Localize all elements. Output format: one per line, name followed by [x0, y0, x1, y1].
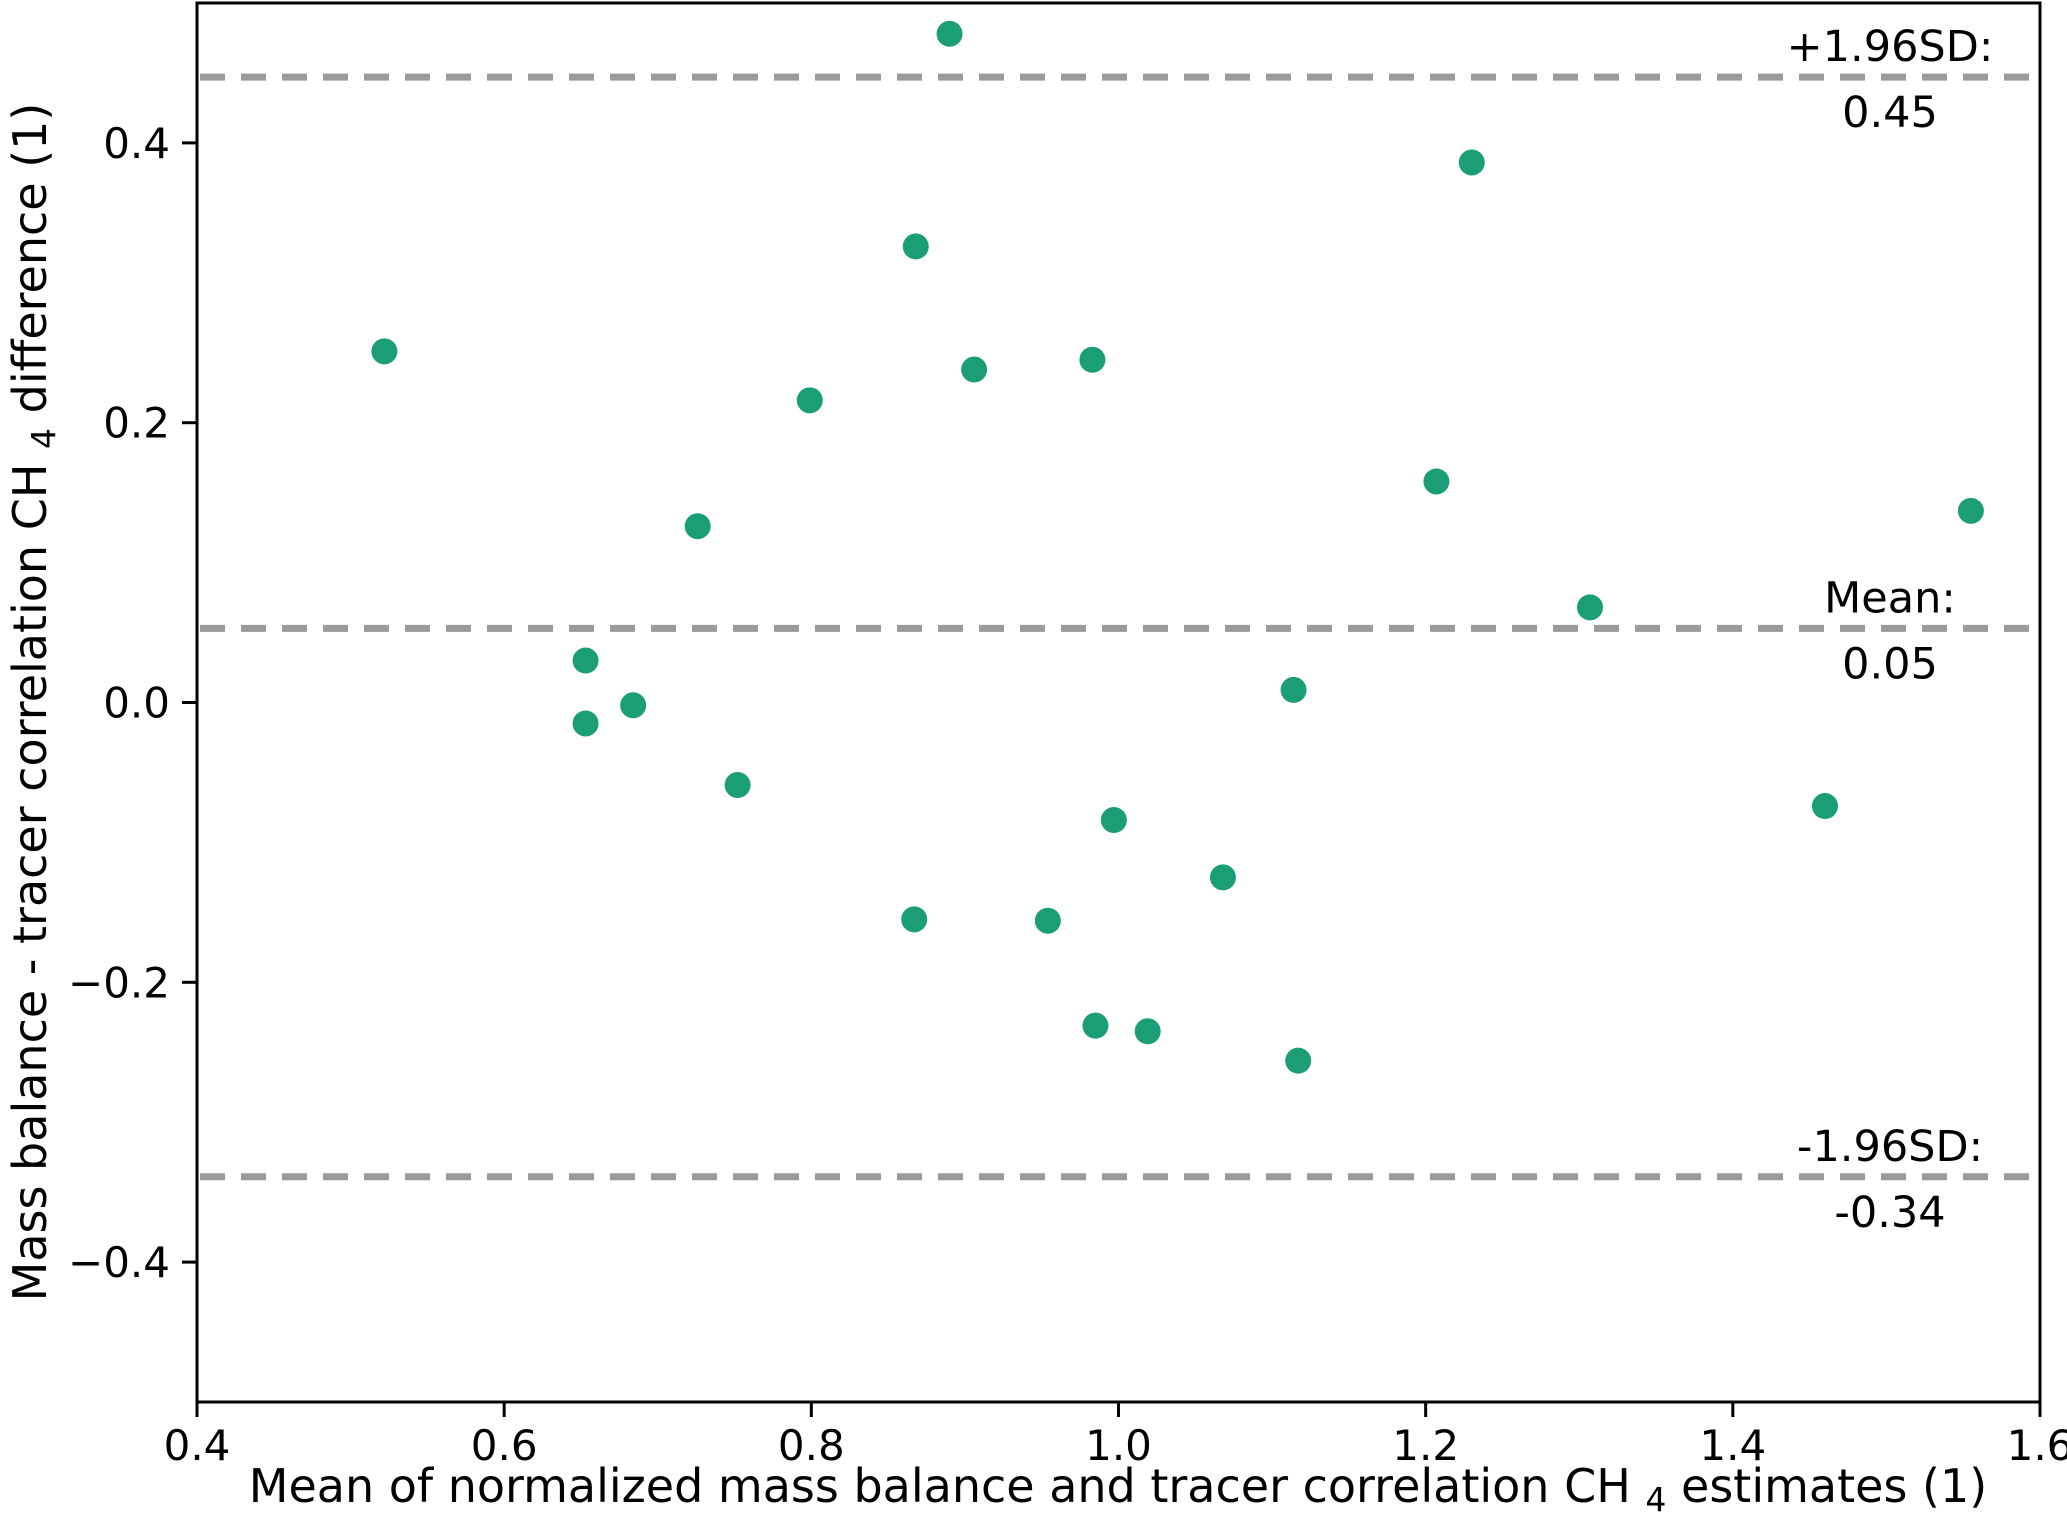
data-point	[1082, 1012, 1109, 1039]
data-point	[1280, 676, 1307, 703]
x-tick-label: 1.0	[1085, 1421, 1152, 1470]
x-axis-label: Mean of normalized mass balance and trac…	[249, 1459, 1987, 1522]
annotation-lower-loa-label: -1.96SD:	[1797, 1122, 1983, 1172]
data-point	[1423, 468, 1450, 495]
x-tick-label: 1.6	[2007, 1421, 2067, 1470]
dashed-lines-layer	[200, 73, 2036, 1181]
data-point	[1811, 793, 1838, 820]
data-point	[1100, 807, 1127, 834]
data-point	[901, 906, 928, 933]
x-axis-ticks: 0.4 0.6 0.8 1.0 1.2 1.4 1.6	[164, 1402, 2067, 1470]
y-tick-label: 0.2	[103, 399, 170, 448]
data-point	[572, 647, 599, 674]
data-point	[1458, 149, 1485, 176]
annotation-lower-loa-value: -0.34	[1834, 1188, 1945, 1238]
data-point	[1079, 346, 1106, 373]
data-point	[572, 710, 599, 737]
annotations-layer: +1.96SD: 0.45 Mean: 0.05 -1.96SD: -0.34	[1787, 22, 1994, 1238]
data-point	[684, 513, 711, 540]
data-point	[1034, 907, 1061, 934]
data-point	[620, 692, 647, 719]
annotation-upper-loa-value: 0.45	[1842, 88, 1938, 138]
data-point	[961, 356, 988, 383]
points-layer	[371, 20, 1984, 1074]
y-axis-ticks: 0.4 0.2 0.0 −0.2 −0.4	[68, 119, 197, 1287]
x-tick-label: 0.6	[471, 1421, 538, 1470]
data-point	[1134, 1018, 1161, 1045]
x-tick-label: 1.2	[1392, 1421, 1459, 1470]
annotation-upper-loa-label: +1.96SD:	[1787, 22, 1994, 72]
data-point	[371, 338, 398, 365]
y-tick-label: 0.4	[103, 119, 170, 168]
annotation-mean-label: Mean:	[1824, 573, 1956, 623]
y-axis-label: Mass balance - tracer correlation CH 4 d…	[3, 103, 66, 1302]
x-tick-label: 1.4	[1699, 1421, 1766, 1470]
data-point	[724, 772, 751, 799]
data-point	[796, 387, 823, 414]
data-point	[1285, 1047, 1312, 1074]
data-point	[1957, 497, 1984, 524]
y-tick-label: 0.0	[103, 679, 170, 728]
y-tick-label: −0.4	[68, 1238, 170, 1287]
plot-border	[195, 1, 2042, 1404]
data-point	[936, 20, 963, 47]
y-tick-label: −0.2	[68, 958, 170, 1007]
data-point	[902, 233, 929, 260]
data-point	[1577, 594, 1604, 621]
annotation-mean-value: 0.05	[1842, 639, 1938, 689]
x-tick-label: 0.4	[164, 1421, 231, 1470]
data-point	[1209, 864, 1236, 891]
x-tick-label: 0.8	[778, 1421, 845, 1470]
